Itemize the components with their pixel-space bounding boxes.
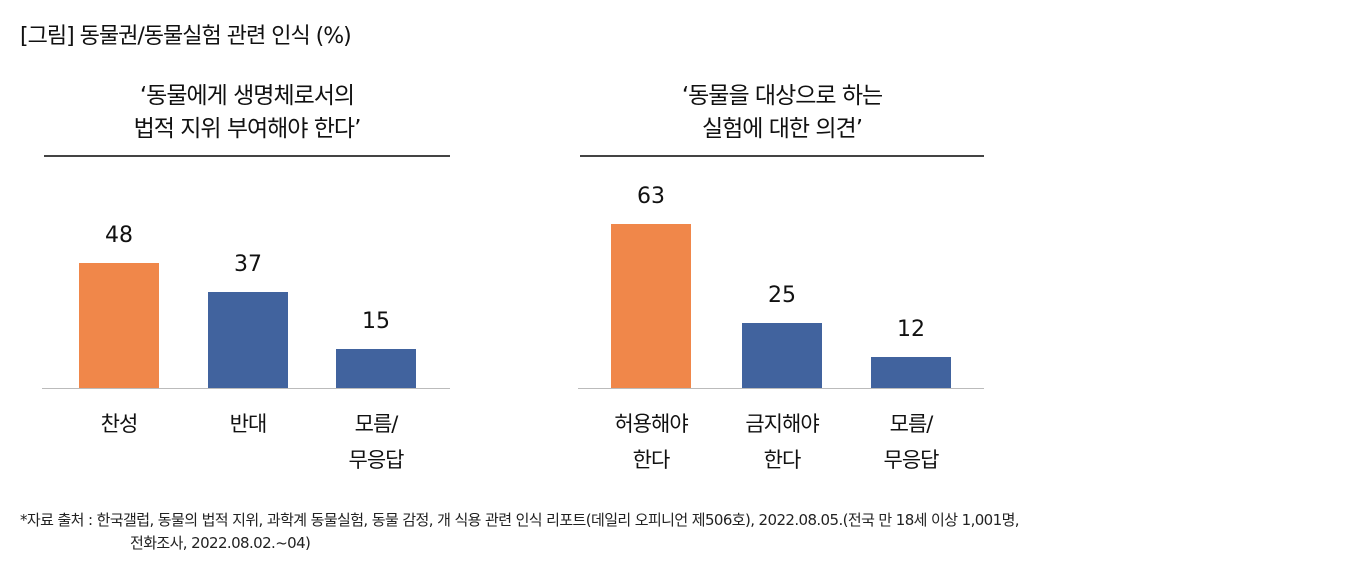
title-rule (44, 155, 450, 157)
category-label: 찬성 (100, 412, 139, 436)
bar (208, 291, 288, 388)
category-label: 금지해야 한다 (745, 412, 819, 472)
bar (611, 224, 691, 388)
data-label: 25 (768, 283, 796, 308)
category-label: 반대 (229, 412, 268, 436)
data-label: 37 (234, 251, 262, 277)
bar (79, 263, 159, 388)
chart-title: ‘동물에게 생명체로서의 법적 지위 부여해야 한다’ (133, 83, 362, 142)
chart-title: ‘동물을 대상으로 하는 실험에 대한 의견’ (681, 83, 883, 142)
data-label: 12 (897, 316, 925, 342)
category-label: 모름/ 무응답 (883, 412, 940, 472)
bar (871, 356, 951, 388)
data-label: 15 (362, 309, 390, 334)
figure-title: [그림] 동물권/동물실험 관련 인식 (%) (20, 24, 352, 49)
title-rule (580, 155, 984, 157)
data-label: 48 (105, 223, 133, 249)
category-label: 모름/ 무응답 (348, 412, 405, 472)
category-label: 허용해야 한다 (614, 412, 688, 472)
bar (742, 323, 822, 388)
x-axis (42, 388, 450, 389)
x-axis (578, 388, 984, 389)
source-note: *자료 출처 : 한국갤럽, 동물의 법적 지위, 과학계 동물실험, 동물 감… (20, 511, 1020, 529)
source-note-cont: 전화조사, 2022.08.02.~04) (130, 534, 311, 552)
data-label: 63 (637, 184, 665, 210)
bar (336, 349, 416, 388)
